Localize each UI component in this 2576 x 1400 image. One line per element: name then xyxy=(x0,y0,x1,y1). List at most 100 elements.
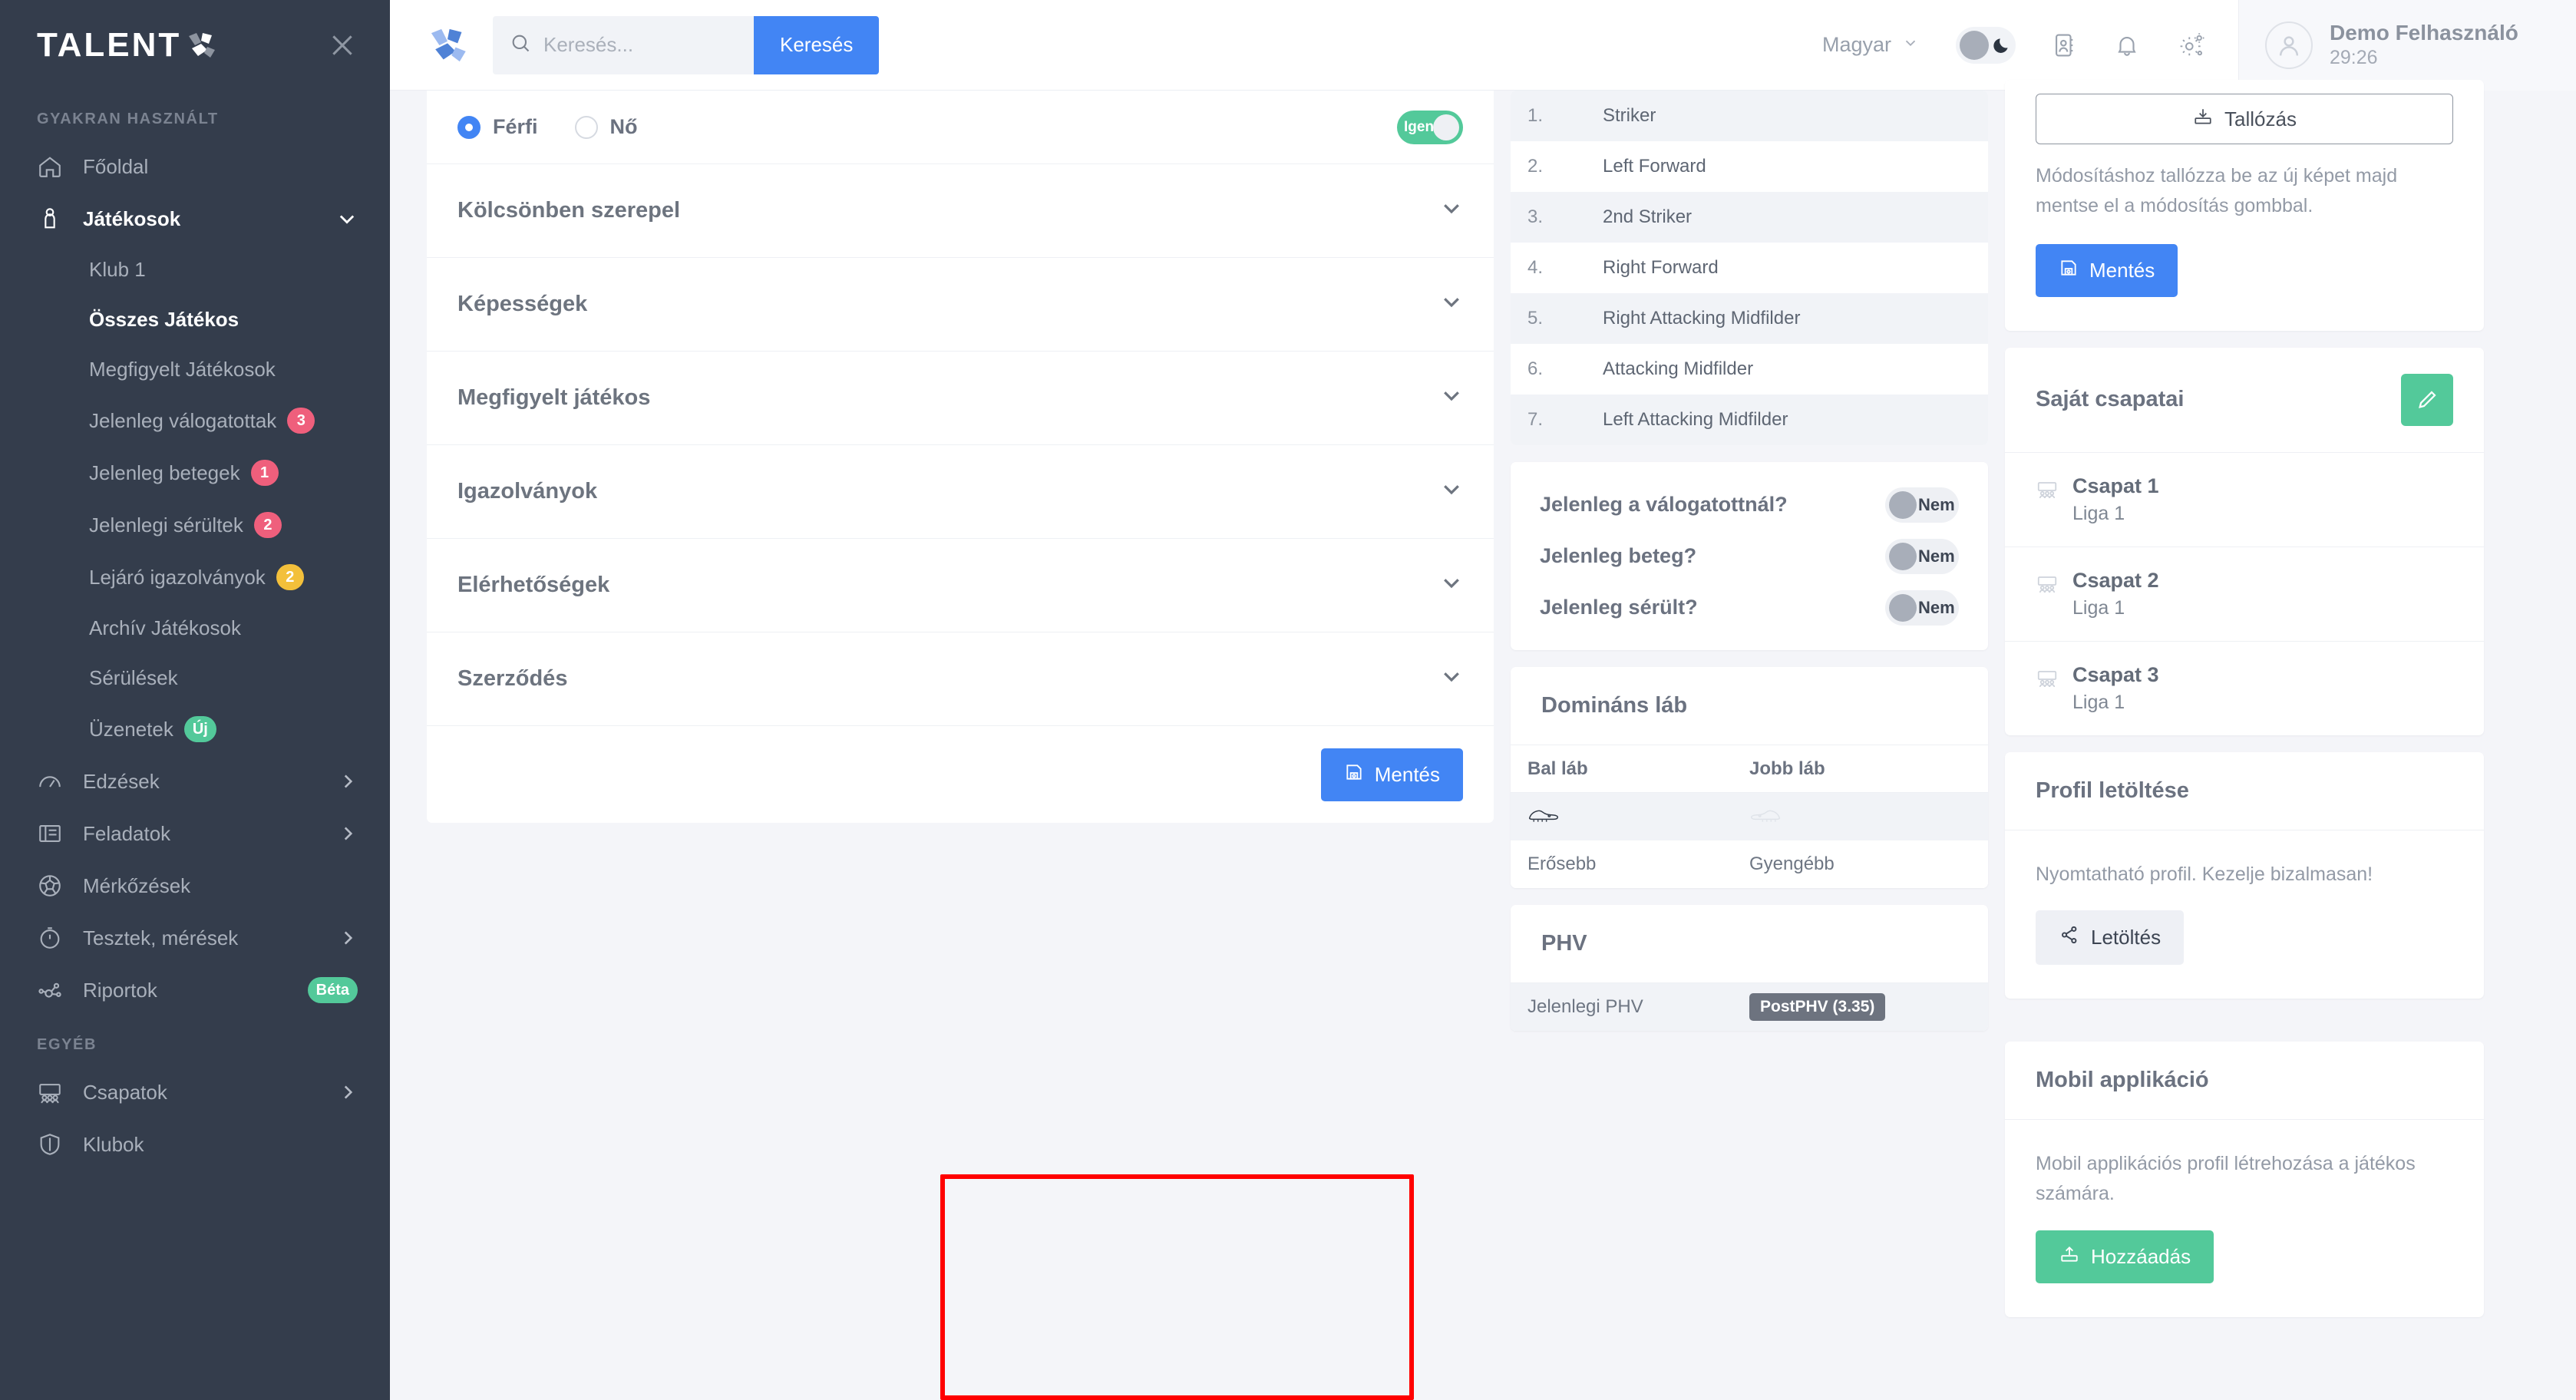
accordion-szerzodes[interactable]: Szerződés xyxy=(427,632,1494,726)
status-toggle[interactable]: Nem xyxy=(1885,589,1959,626)
bell-icon[interactable] xyxy=(2095,32,2158,58)
dominant-foot-card: Domináns láb Bal láb Jobb láb xyxy=(1511,667,1988,888)
sidebar-item-jelenleg-betegek[interactable]: Jelenleg betegek 1 xyxy=(0,447,390,499)
sidebar-item-riportok[interactable]: Riportok Béta xyxy=(0,964,390,1016)
sidebar-item-jelenlegi-serultek[interactable]: Jelenlegi sérültek 2 xyxy=(0,499,390,551)
left-foot-strength: Erősebb xyxy=(1527,854,1597,874)
dark-mode-toggle[interactable] xyxy=(1956,26,2016,64)
browse-button[interactable]: Tallózás xyxy=(2036,94,2453,144)
chevron-down-icon xyxy=(1440,665,1463,694)
sidebar-item-archiv-jatekosok[interactable]: Archív Játékosok xyxy=(0,603,390,653)
sidebar-item-megfigyelt-jatekosok[interactable]: Megfigyelt Játékosok xyxy=(0,345,390,395)
language-selector[interactable]: Magyar xyxy=(1770,33,1939,57)
accordion-kolcsonben-szerepel[interactable]: Kölcsönben szerepel xyxy=(427,164,1494,258)
status-row-injured: Jelenleg sérült? Nem xyxy=(1511,582,1988,633)
accordion-kepessegek[interactable]: Képességek xyxy=(427,258,1494,352)
table-row[interactable]: 7. Left Attacking Midfilder xyxy=(1511,395,1988,445)
pencil-icon[interactable] xyxy=(2401,373,2453,426)
chevron-down-icon[interactable] xyxy=(336,208,358,229)
beta-badge: Béta xyxy=(307,977,358,1003)
sidebar-item-klub-1[interactable]: Klub 1 xyxy=(0,245,390,295)
sidebar-item-label: Mérkőzések xyxy=(83,873,191,897)
brand-logo: TALENT xyxy=(37,26,218,64)
sidebar-item-lejaro-igazolvanyok[interactable]: Lejáró igazolványok 2 xyxy=(0,551,390,603)
search-input[interactable] xyxy=(543,33,737,57)
list-item[interactable]: Csapat 2 Liga 1 xyxy=(2005,547,2484,642)
sidebar-item-feladatok[interactable]: Feladatok xyxy=(0,807,390,860)
active-toggle[interactable]: Igen xyxy=(1397,110,1463,144)
sidebar-item-csapatok[interactable]: Csapatok xyxy=(0,1066,390,1118)
save-icon xyxy=(2059,258,2079,283)
table-row[interactable]: 6. Attacking Midfilder xyxy=(1511,344,1988,395)
download-button[interactable]: Letöltés xyxy=(2036,910,2185,966)
table-row[interactable]: 3. 2nd Striker xyxy=(1511,192,1988,243)
new-badge: Új xyxy=(183,716,216,742)
accordion-igazolvanyok[interactable]: Igazolványok xyxy=(427,445,1494,539)
sidebar-header: TALENT xyxy=(0,0,390,91)
sidebar-item-osszes-jatekos[interactable]: Összes Játékos xyxy=(0,295,390,345)
sidebar-item-klubok[interactable]: Klubok xyxy=(0,1118,390,1171)
table-row[interactable]: 5. Right Attacking Midfilder xyxy=(1511,293,1988,344)
photo-save-button[interactable]: Mentés xyxy=(2036,243,2178,297)
sidebar-item-uzenetek[interactable]: Üzenetek Új xyxy=(0,703,390,755)
toggle-knob xyxy=(1889,490,1917,519)
status-toggle[interactable]: Nem xyxy=(1885,487,1959,523)
sidebar-item-fooldal[interactable]: Főoldal xyxy=(0,140,390,193)
search-icon xyxy=(510,32,531,58)
save-button-label: Mentés xyxy=(1374,762,1440,786)
player-form-column: Férfi Nő Igen Kölcsönben szerepel xyxy=(427,91,1494,823)
accordion-elerhetosegek[interactable]: Elérhetőségek xyxy=(427,539,1494,632)
accordion-title: Szerződés xyxy=(457,666,568,691)
table-row[interactable]: 1. Striker xyxy=(1511,91,1988,141)
user-menu[interactable]: Demo Felhasználó 29:26 xyxy=(2238,0,2576,91)
sidebar-subitem-label: Lejáró igazolványok xyxy=(89,565,266,589)
profile-download-body: Nyomtatható profil. Kezelje bizalmasan! … xyxy=(2005,830,2484,999)
sidebar-item-tesztek-meresek[interactable]: Tesztek, mérések xyxy=(0,912,390,964)
browse-label: Tallózás xyxy=(2224,107,2297,130)
gender-male-radio[interactable]: Férfi xyxy=(457,115,538,139)
phv-row: Jelenlegi PHV PostPHV (3.35) xyxy=(1511,983,1988,1031)
search-button[interactable]: Keresés xyxy=(754,15,880,74)
team-icon xyxy=(2036,573,2059,596)
position-name: Attacking Midfilder xyxy=(1603,358,1754,379)
sidebar-item-edzesek[interactable]: Edzések xyxy=(0,755,390,807)
team-league: Liga 1 xyxy=(2072,691,2125,713)
list-item[interactable]: Csapat 1 Liga 1 xyxy=(2005,453,2484,547)
status-badge: 3 xyxy=(287,408,315,434)
contacts-icon[interactable] xyxy=(2033,32,2095,58)
player-form-card: Férfi Nő Igen Kölcsönben szerepel xyxy=(427,91,1494,823)
table-row[interactable]: 2. Left Forward xyxy=(1511,141,1988,192)
list-item[interactable]: Csapat 3 Liga 1 xyxy=(2005,642,2484,735)
team-name: Csapat 3 xyxy=(2072,662,2159,686)
sidebar-item-label: Főoldal xyxy=(83,154,149,178)
chevron-right-icon[interactable] xyxy=(338,771,358,791)
sidebar: TALENT GYAKRAN HASZNÁLT xyxy=(0,0,390,1400)
position-index: 4. xyxy=(1527,257,1544,278)
gender-female-radio[interactable]: Nő xyxy=(574,115,638,139)
chevron-right-icon[interactable] xyxy=(338,928,358,948)
status-label: Jelenleg beteg? xyxy=(1540,544,1697,567)
stopwatch-icon xyxy=(37,925,63,951)
sidebar-item-serulesek[interactable]: Sérülések xyxy=(0,653,390,703)
save-button[interactable]: Mentés xyxy=(1320,748,1463,801)
add-mobile-profile-button[interactable]: Hozzáadás xyxy=(2036,1230,2214,1283)
table-row[interactable]: 4. Right Forward xyxy=(1511,243,1988,293)
close-icon[interactable] xyxy=(327,30,358,61)
gear-icon[interactable] xyxy=(2158,31,2224,60)
shield-icon xyxy=(37,1131,63,1157)
chevron-right-icon[interactable] xyxy=(338,824,358,844)
chevron-down-icon xyxy=(1440,290,1463,319)
chevron-right-icon[interactable] xyxy=(338,1082,358,1102)
sidebar-item-jatekosok[interactable]: Játékosok xyxy=(0,193,390,245)
accordion-megfigyelt-jatekos[interactable]: Megfigyelt játékos xyxy=(427,352,1494,445)
sidebar-item-merkozesek[interactable]: Mérkőzések xyxy=(0,860,390,912)
brand-name: TALENT xyxy=(37,26,182,64)
share-icon xyxy=(2059,924,2080,951)
team-league: Liga 1 xyxy=(2072,596,2125,619)
sidebar-item-jelenleg-valogatottak[interactable]: Jelenleg válogatottak 3 xyxy=(0,395,390,447)
status-toggle[interactable]: Nem xyxy=(1885,538,1959,574)
sidebar-item-label: Tesztek, mérések xyxy=(83,926,239,949)
toggle-knob xyxy=(1889,542,1917,570)
position-name: Left Forward xyxy=(1603,156,1706,177)
moon-icon xyxy=(1992,35,2012,55)
